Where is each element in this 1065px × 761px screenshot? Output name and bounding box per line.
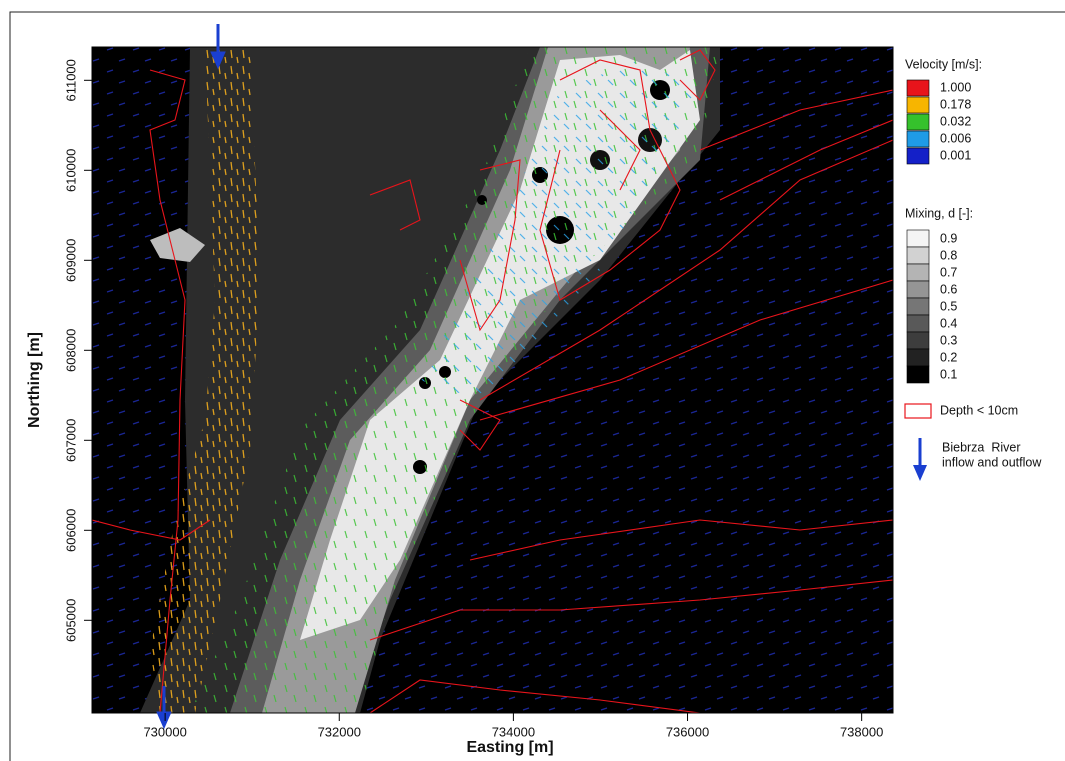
legend-swatch bbox=[904, 403, 932, 419]
x-tick-label: 732000 bbox=[318, 724, 361, 739]
legend-swatch bbox=[906, 96, 930, 114]
legend-title: Velocity [m/s]: bbox=[905, 57, 982, 71]
y-tick-label: 606000 bbox=[63, 509, 78, 552]
legend-swatch bbox=[906, 246, 930, 265]
legend-label: 0.6 bbox=[940, 282, 957, 296]
legend-label: 0.4 bbox=[940, 316, 957, 330]
x-tick-label: 730000 bbox=[143, 724, 186, 739]
x-tick-label: 738000 bbox=[840, 724, 883, 739]
legend-label: 0.5 bbox=[940, 299, 957, 313]
legend-swatch bbox=[906, 314, 930, 333]
legend-label: 0.3 bbox=[940, 333, 957, 347]
legend-label: 0.032 bbox=[940, 114, 971, 128]
legend-swatch bbox=[906, 130, 930, 148]
legend-label: 0.001 bbox=[940, 148, 971, 162]
legend-swatch bbox=[906, 348, 930, 367]
legend-label: 0.7 bbox=[940, 265, 957, 279]
legend-swatch bbox=[906, 331, 930, 350]
legend-swatch bbox=[906, 113, 930, 131]
frame bbox=[9, 11, 1065, 761]
x-tick-label: 734000 bbox=[492, 724, 535, 739]
legend-swatch bbox=[906, 297, 930, 316]
legend-swatch bbox=[906, 79, 930, 97]
legend-label: 0.006 bbox=[940, 131, 971, 145]
legend-label: inflow and outflow bbox=[942, 455, 1042, 469]
inflow-arrow bbox=[156, 24, 226, 730]
legend-swatch bbox=[906, 229, 930, 248]
legend-label: Biebrza River bbox=[942, 440, 1021, 454]
plot-area bbox=[92, 47, 893, 713]
legend-swatch bbox=[906, 280, 930, 299]
legend-label: Depth < 10cm bbox=[940, 403, 1018, 417]
legend-swatch bbox=[906, 147, 930, 165]
y-tick-label: 609000 bbox=[63, 239, 78, 282]
legend-swatch bbox=[906, 263, 930, 282]
y-tick-label: 607000 bbox=[63, 419, 78, 462]
x-tick-label: 736000 bbox=[666, 724, 709, 739]
legend-title: Mixing, d [-]: bbox=[905, 206, 973, 220]
legend-label: 0.9 bbox=[940, 231, 957, 245]
legend-swatch bbox=[906, 365, 930, 384]
x-axis-label: Easting [m] bbox=[466, 739, 553, 756]
legend-label: 1.000 bbox=[940, 80, 971, 94]
legend-label: 0.178 bbox=[940, 97, 971, 111]
y-tick-label: 608000 bbox=[63, 329, 78, 372]
y-tick-label: 605000 bbox=[63, 599, 78, 642]
plot-border bbox=[91, 46, 894, 714]
legend-label: 0.1 bbox=[940, 367, 957, 381]
y-axis-label: Northing [m] bbox=[26, 332, 43, 428]
legend-label: 0.2 bbox=[940, 350, 957, 364]
y-tick-label: 610000 bbox=[63, 149, 78, 192]
y-tick-label: 611000 bbox=[63, 59, 78, 101]
legend-label: 0.8 bbox=[940, 248, 957, 262]
legend-arrow-head bbox=[913, 465, 927, 481]
